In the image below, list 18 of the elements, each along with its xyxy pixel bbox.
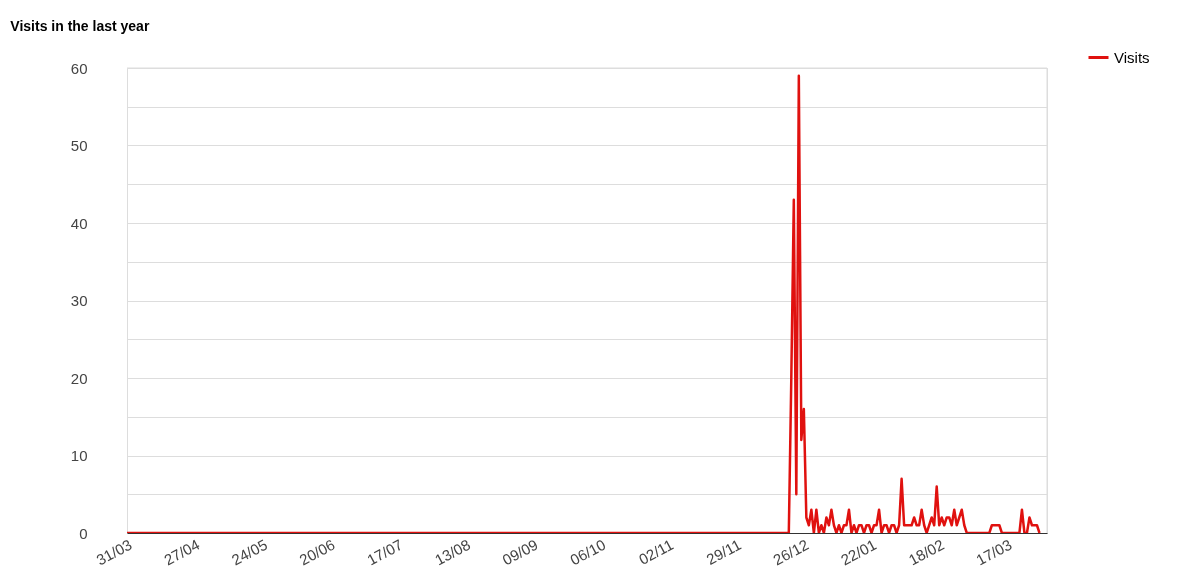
- y-tick-label: 40: [70, 214, 88, 232]
- x-tick-label: 06/10: [567, 535, 609, 569]
- y-tick-label: 10: [70, 447, 88, 464]
- x-tick-label: 29/11: [703, 535, 744, 568]
- x-tick-label: 13/08: [431, 535, 473, 569]
- y-tick-label: 20: [70, 369, 88, 387]
- x-tick-label: 18/02: [905, 535, 947, 569]
- y-tick-label: 30: [70, 292, 88, 309]
- y-tick-label: 50: [70, 137, 88, 154]
- line-series: [127, 74, 1041, 533]
- x-tick-label: 09/09: [499, 535, 541, 569]
- chart-title: Visits in the last year: [10, 18, 150, 34]
- y-tick-label: 60: [70, 59, 88, 77]
- x-tick-label: 17/03: [973, 535, 1015, 569]
- x-tick-label: 31/03: [93, 535, 135, 569]
- legend-label: Visits: [1114, 48, 1150, 66]
- y-tick-label: 0: [79, 524, 88, 542]
- x-tick-label: 02/11: [635, 535, 677, 568]
